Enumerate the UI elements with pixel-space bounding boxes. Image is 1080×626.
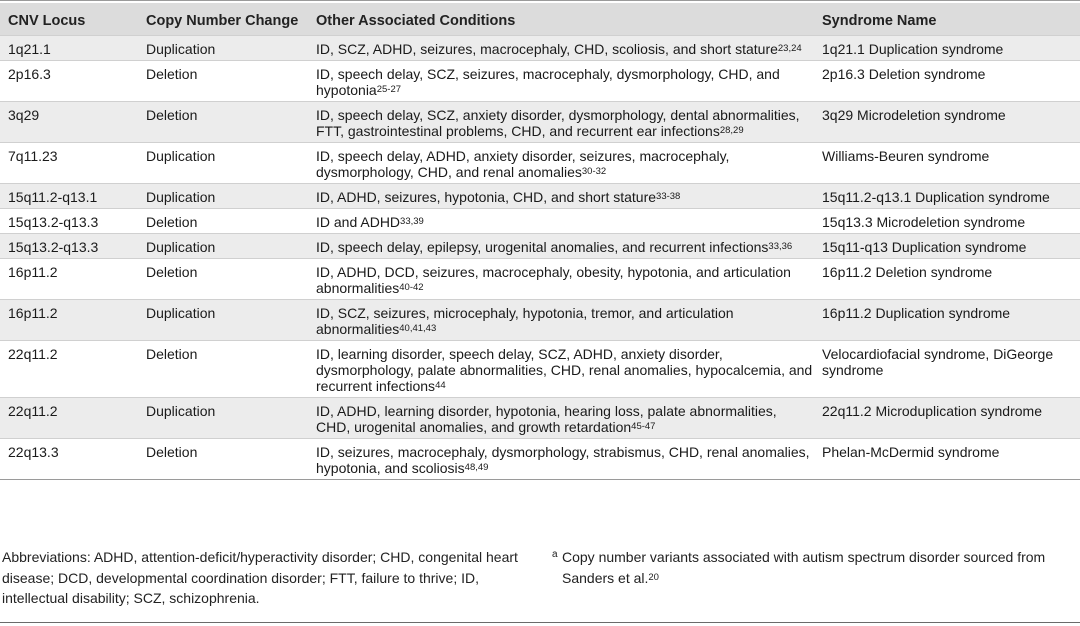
cell-other-conditions: ID, speech delay, epilepsy, urogenital a… xyxy=(308,233,814,259)
conditions-text: ID, seizures, macrocephaly, dysmorpholog… xyxy=(316,444,810,476)
cell-syndrome-name: 16p11.2 Duplication syndrome xyxy=(814,299,1080,341)
top-rule xyxy=(0,0,1080,1)
cell-cnv-locus: 15q13.2-q13.3 xyxy=(0,208,138,234)
cell-copy-number-change: Duplication xyxy=(138,35,308,61)
header-syndrome-name: Syndrome Name xyxy=(814,3,1080,36)
cell-syndrome-name: 15q13.3 Microdeletion syndrome xyxy=(814,208,1080,234)
reference-superscript: 23,24 xyxy=(777,43,802,54)
cell-other-conditions: ID, ADHD, learning disorder, hypotonia, … xyxy=(308,397,814,439)
header-cnv-locus: CNV Locus xyxy=(0,3,138,36)
cell-copy-number-change: Deletion xyxy=(138,60,308,102)
footnote-note: Copy number variants associated with aut… xyxy=(562,549,1046,586)
cell-cnv-locus: 1q21.1 xyxy=(0,35,138,61)
cell-syndrome-name: 16p11.2 Deletion syndrome xyxy=(814,258,1080,300)
header-row: CNV Locus Copy Number Change Other Assoc… xyxy=(0,3,1080,36)
footnote-text: Copy number variants associated with aut… xyxy=(552,547,1080,588)
cell-cnv-locus: 2p16.3 xyxy=(0,60,138,102)
cell-syndrome-name: 15q11-q13 Duplication syndrome xyxy=(814,233,1080,259)
cell-other-conditions: ID, SCZ, seizures, microcephaly, hypoton… xyxy=(308,299,814,341)
table-row: 16p11.2 Duplication ID, SCZ, seizures, mic… xyxy=(0,299,1080,341)
conditions-text: ID, ADHD, seizures, hypotonia, CHD, and … xyxy=(316,189,657,205)
cell-syndrome-name: 3q29 Microdeletion syndrome xyxy=(814,101,1080,143)
cell-other-conditions: ID, SCZ, ADHD, seizures, macrocephaly, C… xyxy=(308,35,814,61)
reference-superscript: 33,36 xyxy=(768,241,793,252)
conditions-text: ID, learning disorder, speech delay, SCZ… xyxy=(316,346,813,394)
conditions-text: ID, SCZ, seizures, microcephaly, hypoton… xyxy=(316,305,734,337)
reference-superscript: 44 xyxy=(435,380,446,391)
cell-copy-number-change: Deletion xyxy=(138,258,308,300)
cell-copy-number-change: Duplication xyxy=(138,183,308,209)
cell-other-conditions: ID, speech delay, ADHD, anxiety disorder… xyxy=(308,142,814,184)
cell-syndrome-name: 15q11.2-q13.1 Duplication syndrome xyxy=(814,183,1080,209)
cell-copy-number-change: Duplication xyxy=(138,233,308,259)
cell-other-conditions: ID, ADHD, DCD, seizures, macrocephaly, o… xyxy=(308,258,814,300)
reference-superscript: 48,49 xyxy=(464,462,489,473)
cell-syndrome-name: Velocardiofacial syndrome, DiGeorge synd… xyxy=(814,340,1080,398)
reference-superscript: 30-32 xyxy=(581,166,607,177)
reference-superscript: 28,29 xyxy=(719,125,744,136)
cell-cnv-locus: 7q11.23 xyxy=(0,142,138,184)
cell-cnv-locus: 22q13.3 xyxy=(0,438,138,480)
cell-syndrome-name: 22q11.2 Microduplication syndrome xyxy=(814,397,1080,439)
reference-superscript: 40-42 xyxy=(399,282,424,293)
cell-other-conditions: ID and ADHD33,39 xyxy=(308,208,814,234)
table-row: 22q11.2 Deletion ID, learning disorder, sp… xyxy=(0,340,1080,398)
conditions-text: ID, ADHD, DCD, seizures, macrocephaly, o… xyxy=(316,264,791,296)
table-row: 16p11.2 Deletion ID, ADHD, DCD, seizures, … xyxy=(0,258,1080,300)
conditions-text: ID, speech delay, SCZ, anxiety disorder,… xyxy=(316,107,800,139)
cell-cnv-locus: 3q29 xyxy=(0,101,138,143)
table-body: 1q21.1 Duplication ID, SCZ, ADHD, seizures… xyxy=(0,35,1080,480)
conditions-text: ID, speech delay, ADHD, anxiety disorder… xyxy=(316,148,730,180)
cell-cnv-locus: 15q11.2-q13.1 xyxy=(0,183,138,209)
cell-other-conditions: ID, learning disorder, speech delay, SCZ… xyxy=(308,340,814,398)
cell-cnv-locus: 16p11.2 xyxy=(0,299,138,341)
table-row: 2p16.3 Deletion ID, speech delay, SCZ, sei… xyxy=(0,60,1080,102)
cell-copy-number-change: Deletion xyxy=(138,340,308,398)
cell-syndrome-name: Williams-Beuren syndrome xyxy=(814,142,1080,184)
header-other-conditions: Other Associated Conditions xyxy=(308,3,814,36)
cell-cnv-locus: 22q11.2 xyxy=(0,397,138,439)
reference-superscript: 45-47 xyxy=(631,421,656,432)
reference-superscript: 25-27 xyxy=(376,84,402,95)
cell-copy-number-change: Duplication xyxy=(138,397,308,439)
table-row: 1q21.1 Duplication ID, SCZ, ADHD, seizures… xyxy=(0,35,1080,61)
conditions-text: ID and ADHD xyxy=(316,214,401,230)
abbreviations-note: Abbreviations: ADHD, attention-deficit/h… xyxy=(2,549,518,606)
cell-syndrome-name: Phelan-McDermid syndrome xyxy=(814,438,1080,480)
cell-other-conditions: ID, speech delay, SCZ, seizures, macroce… xyxy=(308,60,814,102)
cell-cnv-locus: 16p11.2 xyxy=(0,258,138,300)
table-row: 22q13.3 Deletion ID, seizures, macrocephal… xyxy=(0,438,1080,480)
table-row: 3q29 Deletion ID, speech delay, SCZ, anxie… xyxy=(0,101,1080,143)
cell-copy-number-change: Deletion xyxy=(138,101,308,143)
conditions-text: ID, speech delay, SCZ, seizures, macroce… xyxy=(316,66,780,98)
table-row: 15q13.2-q13.3 Duplication ID, speech delay… xyxy=(0,233,1080,259)
cell-other-conditions: ID, seizures, macrocephaly, dysmorpholog… xyxy=(308,438,814,480)
footnote-marker: a xyxy=(552,549,558,560)
table-row: 15q13.2-q13.3 Deletion ID and ADHD33,39 15q… xyxy=(0,208,1080,234)
conditions-text: ID, speech delay, epilepsy, urogenital a… xyxy=(316,239,769,255)
table-row: 7q11.23 Duplication ID, speech delay, ADHD… xyxy=(0,142,1080,184)
cell-syndrome-name: 2p16.3 Deletion syndrome xyxy=(814,60,1080,102)
conditions-text: ID, SCZ, ADHD, seizures, macrocephaly, C… xyxy=(316,41,778,57)
cell-syndrome-name: 1q21.1 Duplication syndrome xyxy=(814,35,1080,61)
cell-copy-number-change: Duplication xyxy=(138,299,308,341)
cell-cnv-locus: 15q13.2-q13.3 xyxy=(0,233,138,259)
reference-superscript: 33-38 xyxy=(656,191,681,202)
cell-other-conditions: ID, ADHD, seizures, hypotonia, CHD, and … xyxy=(308,183,814,209)
header-copy-number-change: Copy Number Change xyxy=(138,3,308,36)
cell-copy-number-change: Deletion xyxy=(138,438,308,480)
source-footnote: a Copy number variants associated with a… xyxy=(552,547,1080,588)
reference-superscript: 33,39 xyxy=(400,216,424,227)
cell-copy-number-change: Duplication xyxy=(138,142,308,184)
cell-other-conditions: ID, speech delay, SCZ, anxiety disorder,… xyxy=(308,101,814,143)
conditions-text: ID, ADHD, learning disorder, hypotonia, … xyxy=(316,403,777,435)
table-row: 15q11.2-q13.1 Duplication ID, ADHD, seizur… xyxy=(0,183,1080,209)
reference-superscript: 40,41,43 xyxy=(399,323,437,334)
cnv-table: CNV Locus Copy Number Change Other Assoc… xyxy=(0,3,1080,480)
cell-cnv-locus: 22q11.2 xyxy=(0,340,138,398)
bottom-rule xyxy=(0,622,1080,623)
table-row: 22q11.2 Duplication ID, ADHD, learning dis… xyxy=(0,397,1080,439)
cell-copy-number-change: Deletion xyxy=(138,208,308,234)
footnote-ref: 20 xyxy=(648,571,659,583)
